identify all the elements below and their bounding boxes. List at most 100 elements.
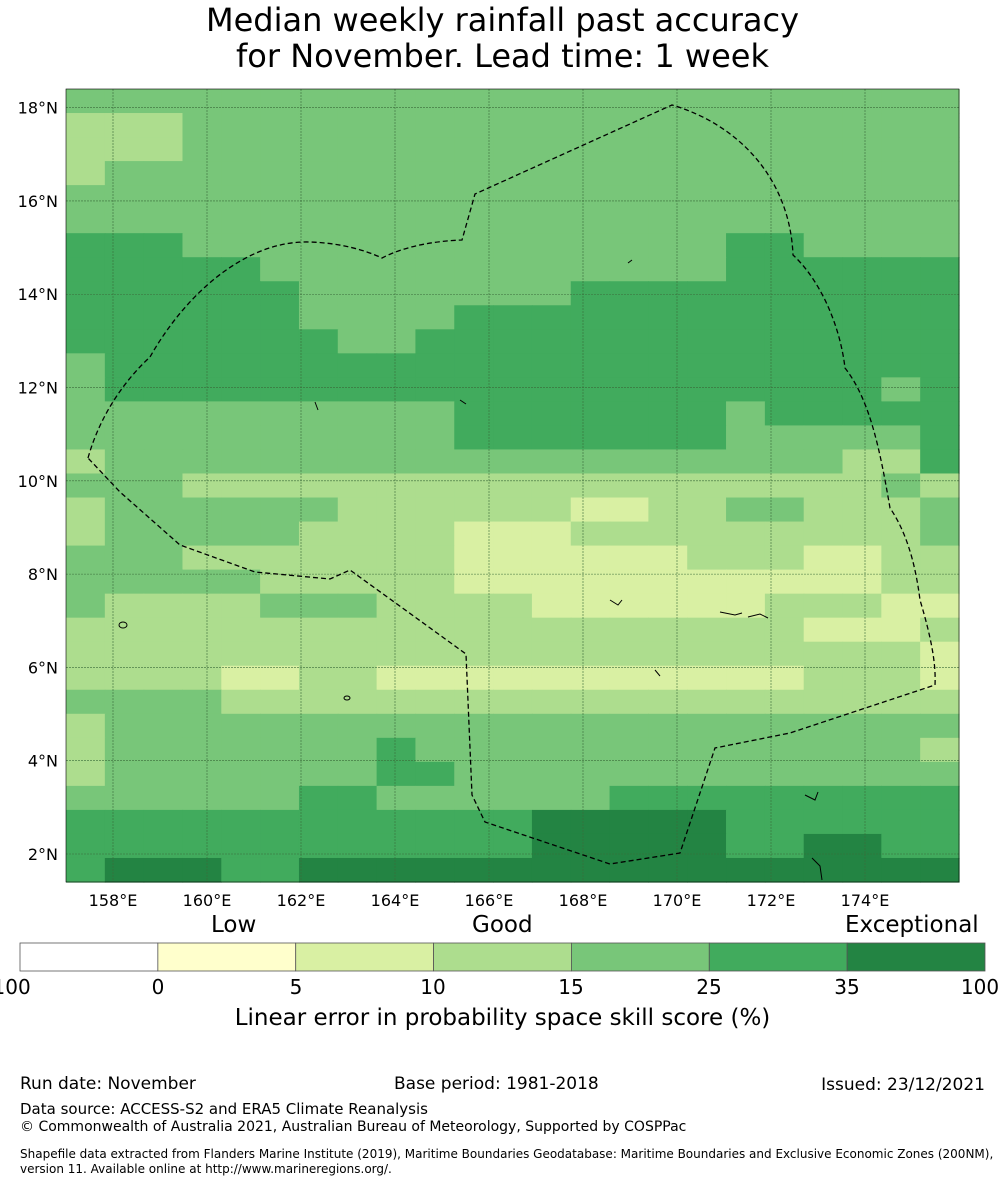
grid-cell	[143, 617, 184, 643]
grid-cell	[298, 281, 339, 306]
grid-cell	[104, 857, 145, 883]
grid-cell	[143, 473, 184, 499]
colorbar-label-good: Good	[472, 912, 533, 938]
grid-cell	[920, 449, 960, 475]
grid-cell	[66, 665, 106, 691]
grid-cell	[143, 329, 184, 354]
grid-cell	[66, 281, 106, 306]
grid-cell	[687, 305, 727, 330]
grid-cell	[104, 233, 145, 258]
grid-cell	[337, 761, 378, 787]
grid-cell	[609, 401, 649, 427]
grid-cell	[493, 617, 533, 643]
grid-cell	[842, 353, 882, 378]
grid-cell	[920, 713, 960, 739]
grid-cell	[493, 569, 533, 595]
grid-cell	[726, 713, 766, 739]
grid-cell	[803, 425, 844, 451]
grid-cell	[687, 521, 727, 547]
grid-cell	[531, 737, 572, 763]
grid-cell	[182, 353, 222, 378]
grid-cell	[376, 641, 417, 667]
grid-cell	[570, 281, 611, 306]
grid-cell	[454, 209, 494, 234]
grid-cell	[881, 689, 921, 715]
grid-cell	[531, 641, 572, 667]
longitude-tick-label: 172°E	[747, 891, 796, 910]
grid-cell	[454, 785, 494, 811]
grid-cell	[454, 353, 494, 378]
grid-cell	[726, 689, 766, 715]
grid-cell	[881, 593, 921, 619]
grid-cell	[570, 305, 611, 330]
grid-cell	[570, 401, 611, 427]
grid-cell	[221, 809, 261, 835]
colorbar-label-low: Low	[211, 912, 257, 938]
grid-cell	[648, 665, 688, 691]
grid-cell	[415, 137, 455, 162]
grid-cell	[260, 89, 300, 114]
grid-cell	[570, 425, 611, 451]
grid-cell	[881, 617, 921, 643]
grid-cell	[687, 137, 727, 162]
grid-cell	[221, 425, 261, 451]
grid-cell	[803, 497, 844, 523]
grid-cell	[415, 161, 455, 186]
grid-cell	[104, 353, 145, 378]
grid-cell	[221, 377, 261, 402]
grid-cell	[182, 713, 222, 739]
grid-cell	[842, 569, 882, 595]
grid-cell	[493, 665, 533, 691]
grid-cell	[726, 161, 766, 186]
grid-cell	[920, 809, 960, 835]
grid-cell	[221, 593, 261, 619]
grid-cell	[66, 761, 106, 787]
grid-cell	[221, 521, 261, 547]
grid-cell	[260, 449, 300, 475]
grid-cell	[531, 161, 572, 186]
grid-cell	[260, 329, 300, 354]
grid-cell	[221, 257, 261, 282]
grid-cell	[648, 89, 688, 114]
grid-cell	[415, 257, 455, 282]
grid-cell	[376, 833, 417, 859]
grid-cell	[454, 137, 494, 162]
grid-cell	[726, 305, 766, 330]
grid-cell	[66, 137, 106, 162]
grid-cell	[182, 497, 222, 523]
grid-cell	[66, 497, 106, 523]
grid-cell	[454, 329, 494, 354]
grid-cell	[842, 665, 882, 691]
grid-cell	[531, 689, 572, 715]
grid-cell	[221, 761, 261, 787]
grid-cell	[221, 161, 261, 186]
grid-cell	[182, 281, 222, 306]
grid-cell	[648, 689, 688, 715]
grid-cell	[609, 521, 649, 547]
grid-cell	[920, 377, 960, 402]
grid-cell	[493, 785, 533, 811]
grid-cell	[454, 449, 494, 475]
grid-cell	[764, 209, 805, 234]
colorbar-tick: 35	[834, 975, 860, 999]
grid-cell	[493, 329, 533, 354]
grid-cell	[570, 377, 611, 402]
grid-cell	[881, 833, 921, 859]
grid-cell	[376, 89, 417, 114]
grid-cell	[609, 689, 649, 715]
grid-cell	[337, 809, 378, 835]
grid-cell	[260, 857, 300, 883]
grid-cell	[143, 257, 184, 282]
grid-cell	[454, 377, 494, 402]
grid-cell	[298, 161, 339, 186]
grid-cell	[493, 497, 533, 523]
grid-cell	[920, 737, 960, 763]
latitude-tick-label: 4°N	[28, 752, 58, 771]
grid-cell	[881, 737, 921, 763]
grid-cell	[221, 473, 261, 499]
grid-cell	[803, 641, 844, 667]
grid-cell	[881, 113, 921, 138]
grid-cell	[842, 761, 882, 787]
grid-cell	[337, 329, 378, 354]
grid-cell	[764, 425, 805, 451]
